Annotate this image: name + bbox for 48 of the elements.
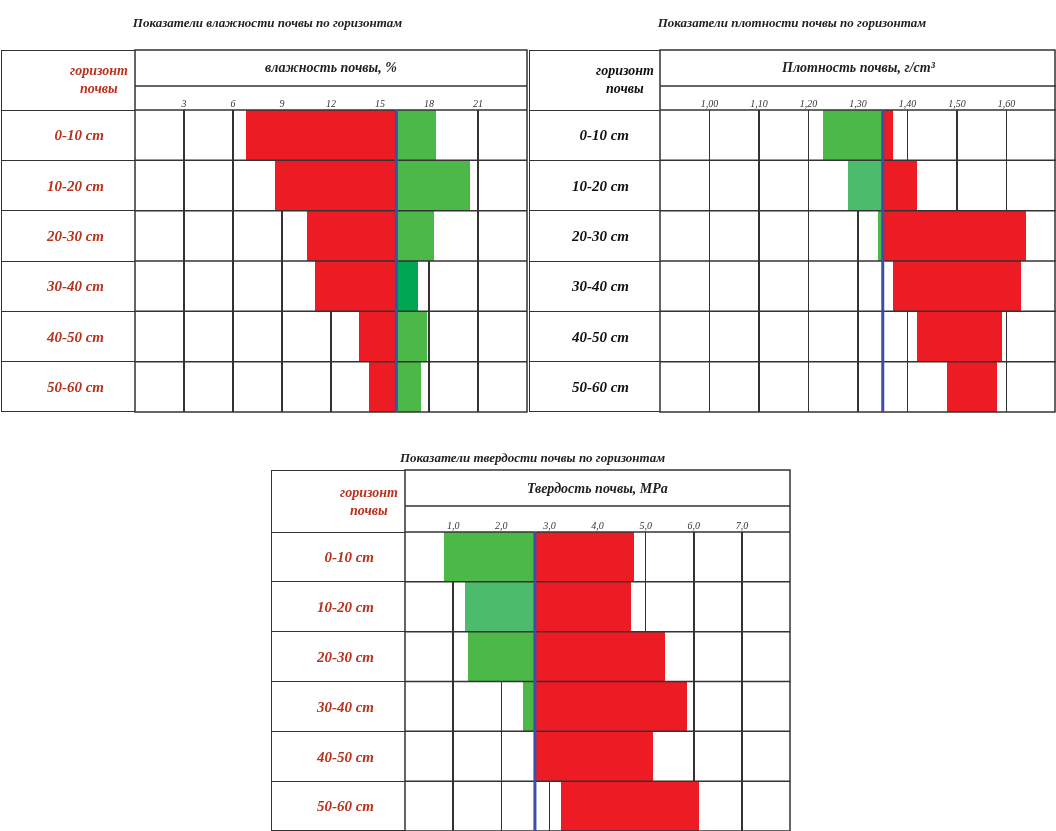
x-tick-label: 1,50 xyxy=(948,98,966,109)
y-tick-label: 20-30 cm xyxy=(570,228,629,245)
x-tick-label: 6 xyxy=(230,98,236,109)
x-tick-label: 1,20 xyxy=(799,98,818,109)
x-tick-label: 2,0 xyxy=(495,520,508,531)
y-tick-label: 40-50 cm xyxy=(570,328,629,345)
chart-title: Показатели плотности почвы по горизонтам xyxy=(656,14,927,30)
x-tick-label: 6,0 xyxy=(687,520,700,531)
y-axis-title: горизонт почвы xyxy=(596,63,654,97)
y-tick-label: 40-50 cm xyxy=(315,748,374,765)
y-tick-label: 40-50 cm xyxy=(45,328,104,345)
chart-title: Показатели влажности почвы по горизонтам xyxy=(131,14,403,30)
x-axis-title: влажность почвы, % xyxy=(265,60,397,75)
y-tick-label: 0-10 cm xyxy=(579,127,629,144)
y-tick-label: 0-10 cm xyxy=(54,127,104,144)
x-tick-label: 18 xyxy=(424,98,434,109)
y-tick-label: 10-20 cm xyxy=(316,599,374,615)
y-tick-label: 50-60 cm xyxy=(46,379,104,396)
y-tick-label: 20-30 cm xyxy=(45,228,104,245)
x-tick-label: 1,30 xyxy=(849,98,867,109)
x-tick-label: 9 xyxy=(279,98,285,109)
y-tick-label: 30-40 cm xyxy=(45,278,104,295)
y-axis-title: горизонт почвы xyxy=(340,485,398,519)
x-tick-label: 1,10 xyxy=(750,98,768,109)
chart-title: Показатели твердости почвы по горизонтам xyxy=(398,449,666,465)
y-tick-label: 30-40 cm xyxy=(315,698,374,715)
x-tick-label: 12 xyxy=(326,98,336,109)
y-tick-label: 10-20 cm xyxy=(46,177,104,194)
y-tick-label: 20-30 cm xyxy=(315,648,374,665)
y-tick-label: 50-60 cm xyxy=(571,379,629,396)
x-tick-label: 1,60 xyxy=(997,98,1016,109)
x-tick-label: 4,0 xyxy=(591,520,604,531)
x-tick-label: 7,0 xyxy=(735,520,749,531)
x-tick-label: 21 xyxy=(473,98,483,109)
y-axis-title: горизонт почвы xyxy=(70,63,128,97)
x-axis-title: Плотность почвы, г/cm³ xyxy=(781,60,936,75)
x-tick-label: 1,40 xyxy=(898,98,917,109)
x-tick-label: 15 xyxy=(375,98,385,109)
y-tick-label: 10-20 cm xyxy=(571,177,629,194)
y-tick-label: 50-60 cm xyxy=(316,798,374,815)
y-tick-label: 30-40 cm xyxy=(570,278,629,295)
x-tick-label: 5,0 xyxy=(639,520,652,531)
y-tick-label: 0-10 cm xyxy=(324,549,374,566)
x-tick-label: 3,0 xyxy=(542,520,556,531)
x-tick-label: 3 xyxy=(180,98,187,109)
x-tick-label: 1,00 xyxy=(700,98,719,109)
x-axis-title: Твердость почвы, MPa xyxy=(527,481,668,496)
x-tick-label: 1,0 xyxy=(446,520,460,531)
